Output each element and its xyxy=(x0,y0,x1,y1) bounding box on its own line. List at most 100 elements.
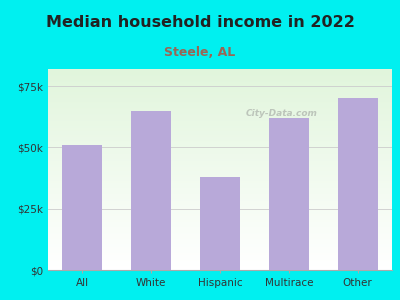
Bar xyxy=(48,76,392,77)
Bar xyxy=(48,233,392,234)
Bar xyxy=(48,132,392,133)
Bar xyxy=(48,223,392,224)
Bar xyxy=(48,159,392,160)
Bar xyxy=(48,125,392,126)
Bar xyxy=(48,240,392,241)
Bar xyxy=(48,232,392,233)
Bar xyxy=(48,234,392,235)
Bar xyxy=(48,187,392,188)
Bar xyxy=(48,101,392,102)
Bar xyxy=(48,83,392,84)
Bar xyxy=(48,119,392,120)
Bar xyxy=(48,250,392,251)
Bar xyxy=(48,198,392,199)
Bar xyxy=(48,252,392,253)
Bar xyxy=(48,130,392,131)
Bar xyxy=(48,71,392,72)
Bar xyxy=(62,145,102,270)
Bar xyxy=(48,263,392,264)
Bar xyxy=(48,224,392,225)
Bar xyxy=(48,184,392,186)
Bar xyxy=(48,209,392,210)
Bar xyxy=(48,128,392,129)
Bar xyxy=(48,211,392,212)
Bar xyxy=(48,179,392,181)
Bar xyxy=(48,95,392,96)
Bar xyxy=(48,106,392,107)
Bar xyxy=(48,176,392,178)
Bar xyxy=(48,118,392,119)
Bar xyxy=(48,74,392,75)
Bar xyxy=(48,260,392,261)
Bar xyxy=(48,222,392,223)
Bar xyxy=(48,238,392,239)
Bar xyxy=(48,249,392,250)
Bar xyxy=(48,141,392,142)
Bar xyxy=(48,70,392,71)
Bar xyxy=(48,155,392,156)
Bar xyxy=(48,193,392,194)
Bar xyxy=(48,204,392,205)
Bar xyxy=(48,167,392,169)
Bar xyxy=(48,190,392,192)
Bar xyxy=(48,84,392,85)
Bar xyxy=(48,111,392,112)
Bar xyxy=(48,257,392,258)
Bar xyxy=(48,148,392,149)
Bar xyxy=(48,258,392,259)
Bar xyxy=(48,136,392,137)
Bar xyxy=(48,114,392,115)
Bar xyxy=(48,173,392,175)
Bar xyxy=(48,115,392,116)
Bar xyxy=(48,205,392,206)
Bar xyxy=(48,243,392,244)
Bar xyxy=(48,186,392,187)
Bar xyxy=(48,170,392,172)
Bar xyxy=(48,104,392,105)
Bar xyxy=(48,169,392,170)
Bar xyxy=(48,189,392,190)
Bar xyxy=(48,266,392,267)
Bar xyxy=(48,97,392,98)
Bar xyxy=(48,120,392,121)
Bar xyxy=(48,147,392,148)
Bar xyxy=(48,200,392,201)
Bar xyxy=(48,196,392,198)
Bar xyxy=(48,105,392,106)
Bar xyxy=(48,245,392,246)
Bar xyxy=(48,77,392,78)
Bar xyxy=(48,113,392,114)
Bar xyxy=(48,254,392,255)
Bar xyxy=(48,90,392,91)
Bar xyxy=(48,123,392,124)
Bar xyxy=(48,142,392,143)
Bar xyxy=(48,219,392,220)
Bar xyxy=(48,262,392,263)
Bar xyxy=(48,208,392,209)
Bar xyxy=(200,177,240,270)
Bar xyxy=(48,251,392,252)
Bar xyxy=(48,103,392,104)
Bar xyxy=(48,112,392,113)
Bar xyxy=(48,89,392,90)
Bar xyxy=(48,121,392,122)
Bar xyxy=(48,102,392,103)
Bar xyxy=(48,261,392,262)
Bar xyxy=(48,178,392,179)
Bar xyxy=(48,210,392,211)
Bar xyxy=(48,269,392,270)
Bar xyxy=(48,100,392,101)
Bar xyxy=(48,212,392,213)
Bar xyxy=(48,144,392,145)
Bar xyxy=(48,256,392,257)
Bar xyxy=(48,231,392,232)
Bar xyxy=(48,137,392,138)
Bar xyxy=(269,118,309,270)
Bar xyxy=(48,255,392,256)
Bar xyxy=(48,267,392,268)
Bar xyxy=(48,150,392,152)
Bar xyxy=(48,203,392,204)
Bar xyxy=(48,226,392,227)
Bar xyxy=(48,139,392,140)
Bar xyxy=(48,160,392,161)
